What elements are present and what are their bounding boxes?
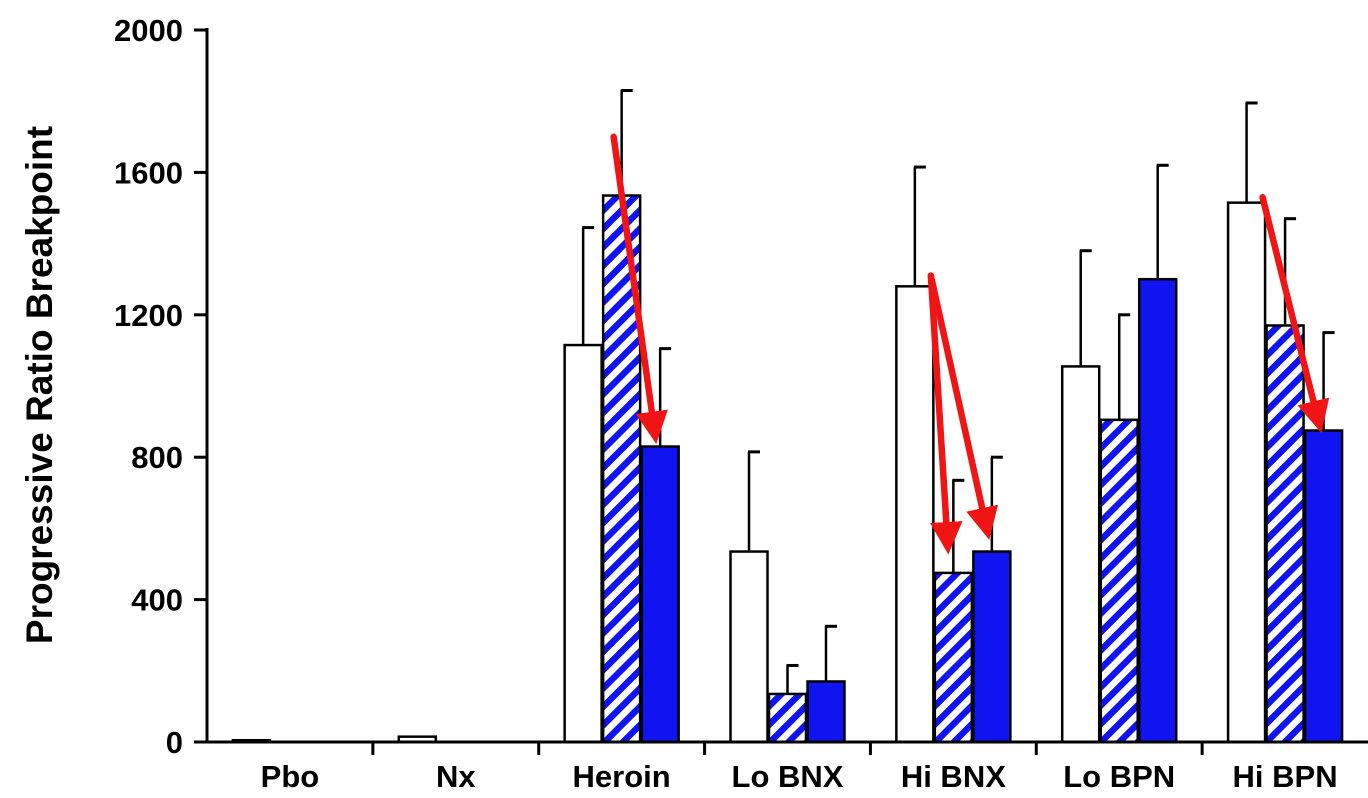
bar: [1137, 277, 1178, 744]
x-tick-label: Lo BNX: [732, 759, 844, 794]
bars-layer: [231, 194, 1344, 744]
x-tick-label: Hi BNX: [901, 759, 1006, 794]
bar: [1226, 201, 1267, 744]
y-axis-title: Progressive Ratio Breakpoint: [19, 126, 60, 644]
bar: [933, 571, 974, 744]
y-tick-label: 2000: [114, 13, 183, 48]
bar: [640, 445, 680, 744]
red-arrow: [1259, 194, 1330, 433]
red-arrow: [927, 272, 999, 540]
axes-layer: [194, 28, 1368, 755]
x-tick-label: Nx: [436, 759, 476, 794]
bar: [972, 550, 1012, 744]
x-tick-label: Hi BPN: [1233, 759, 1338, 794]
y-tick-label: 400: [131, 583, 183, 618]
y-tick-label: 1200: [114, 298, 183, 333]
y-tick-label: 800: [131, 440, 183, 475]
tick-labels-layer: 0 400 800 1200 1600 2000 Pbo Nx Heroin Lo BNX Hi B…: [114, 13, 1338, 794]
red-arrow: [610, 133, 668, 444]
annotation-arrows-layer: [610, 133, 1330, 555]
bar: [895, 285, 935, 744]
bar: [729, 550, 769, 744]
x-tick-label: Lo BPN: [1063, 759, 1175, 794]
bar: [1060, 365, 1101, 744]
x-tick-label: Heroin: [573, 759, 671, 794]
bar: [1303, 429, 1344, 744]
y-tick-label: 0: [166, 725, 183, 760]
x-tick-label: Pbo: [261, 759, 320, 794]
y-tick-label: 1600: [114, 155, 183, 190]
error-bars-layer: [581, 89, 1335, 694]
red-arrow: [927, 272, 963, 555]
bar: [767, 692, 808, 744]
bar: [806, 680, 846, 744]
bar: [1265, 324, 1305, 744]
bar: [563, 343, 603, 744]
bar: [1099, 418, 1139, 744]
